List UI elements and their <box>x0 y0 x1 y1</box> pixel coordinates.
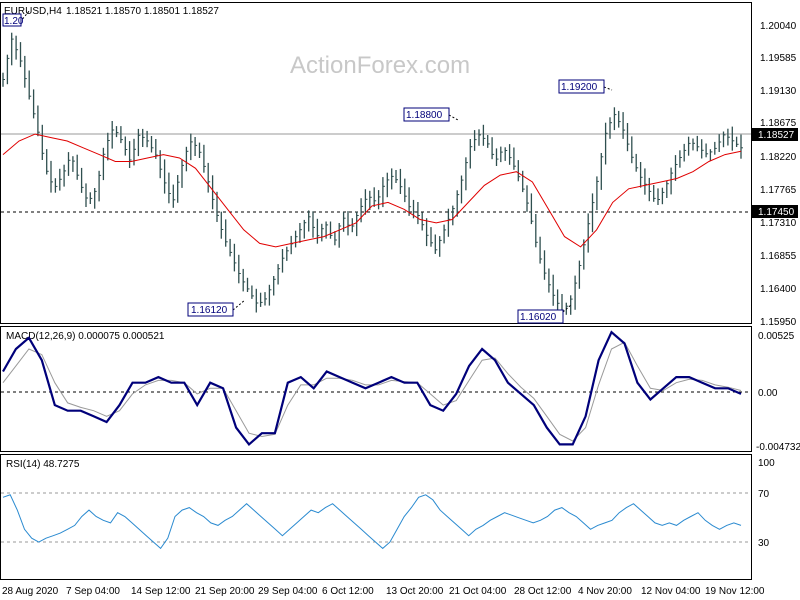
price-tick-label: 1.18675 <box>760 118 797 129</box>
annotation-label: 1.18800 <box>406 110 443 121</box>
annotation-high-2: 1.19200 <box>558 79 613 94</box>
rsi-tick-label: 100 <box>758 458 775 469</box>
annotation-high-1: 1.18800 <box>403 107 459 122</box>
macd-panel-frame <box>0 326 752 452</box>
moving-average-line <box>2 133 742 248</box>
annotation-label: 1.16120 <box>191 305 228 316</box>
annotation-1-20: 1.20 <box>2 9 31 27</box>
x-tick-label: 12 Nov 04:00 <box>641 586 701 597</box>
current-price-tag: 1.18527 <box>752 128 798 141</box>
price-tick-label: 1.15950 <box>760 317 797 328</box>
macd-title: MACD(12,26,9) 0.000075 0.000521 <box>6 331 165 342</box>
watermark: ActionForex.com <box>290 52 470 79</box>
x-tick-label: 21 Sep 20:00 <box>195 586 255 597</box>
support-price-tag-label: 1.17450 <box>758 207 795 218</box>
rsi-panel-frame <box>0 454 752 580</box>
x-tick-label: 13 Oct 20:00 <box>386 586 444 597</box>
price-tick-label: 1.18220 <box>760 152 797 163</box>
macd-signal-line <box>2 341 742 442</box>
x-tick-label: 19 Nov 12:00 <box>705 586 765 597</box>
x-tick-label: 6 Oct 12:00 <box>322 586 374 597</box>
macd-line <box>2 330 742 446</box>
x-tick-label: 4 Nov 20:00 <box>578 586 632 597</box>
x-tick-label: 29 Sep 04:00 <box>258 586 318 597</box>
x-tick-label: 28 Aug 2020 <box>2 586 59 597</box>
current-price-tag-label: 1.18527 <box>758 130 795 141</box>
annotation-label: 1.16020 <box>520 312 557 323</box>
price-tick-label: 1.17765 <box>760 185 797 196</box>
rsi-title: RSI(14) 48.7275 <box>6 459 80 470</box>
macd-tick-label: 0.00525 <box>758 331 795 342</box>
x-tick-label: 21 Oct 04:00 <box>449 586 507 597</box>
rsi-tick-label: 30 <box>758 538 770 549</box>
price-tick-label: 1.17310 <box>760 218 797 229</box>
price-y-axis: 1.20040 1.19585 1.19130 1.18675 1.18220 … <box>760 21 797 328</box>
price-tick-label: 1.16400 <box>760 284 797 295</box>
x-tick-label: 7 Sep 04:00 <box>66 586 120 597</box>
support-price-tag: 1.17450 <box>752 205 798 218</box>
annotation-low-2: 1.16020 <box>517 304 572 324</box>
price-tick-label: 1.19130 <box>760 86 797 97</box>
price-panel-frame <box>0 2 752 324</box>
macd-tick-label: -0.004732 <box>756 442 800 453</box>
price-candles <box>2 32 743 317</box>
annotation-label: 1.19200 <box>561 82 598 93</box>
rsi-line <box>2 494 742 550</box>
annotation-low-1: 1.16120 <box>187 299 246 317</box>
x-tick-label: 14 Sep 12:00 <box>131 586 191 597</box>
annotation-label: 1.20 <box>4 16 24 27</box>
price-tick-label: 1.16855 <box>760 251 797 262</box>
macd-tick-label: 0.00 <box>758 388 778 399</box>
symbol-label: EURUSD,H4 <box>4 6 62 17</box>
rsi-tick-label: 70 <box>758 489 770 500</box>
price-tick-label: 1.19585 <box>760 53 797 64</box>
price-tick-label: 1.20040 <box>760 21 797 32</box>
x-tick-label: 28 Oct 12:00 <box>514 586 572 597</box>
ohlc-label: 1.18521 1.18570 1.18501 1.18527 <box>66 6 219 17</box>
x-axis: 28 Aug 2020 7 Sep 04:00 14 Sep 12:00 21 … <box>2 586 765 597</box>
